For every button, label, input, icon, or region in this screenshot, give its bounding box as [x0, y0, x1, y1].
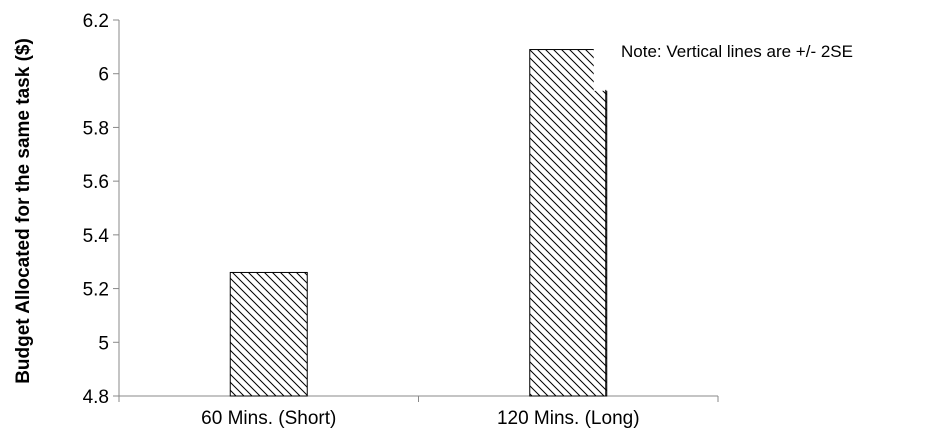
- y-tick-label: 5.6: [83, 172, 109, 193]
- bar: [529, 49, 608, 397]
- error-bars: [593, 48, 608, 396]
- note-annotation: Note: Vertical lines are +/- 2SE: [621, 42, 853, 61]
- y-tick-label: 5.8: [83, 118, 109, 139]
- x-tick-label: 60 Mins. (Short): [201, 408, 336, 429]
- x-axis-ticks: 60 Mins. (Short) 120 Mins. (Long): [118, 396, 719, 429]
- bar-mask: [593, 48, 608, 91]
- bars: [229, 49, 608, 397]
- y-axis-ticks: 4.8 5 5.2 5.4 5.6 5.8 6 6.2: [83, 11, 119, 408]
- y-tick-label: 6.2: [83, 11, 109, 32]
- y-tick-label: 5: [98, 333, 109, 354]
- bar: [229, 271, 308, 397]
- x-tick-label: 120 Mins. (Long): [497, 408, 640, 429]
- y-tick-label: 5.2: [83, 280, 109, 301]
- y-tick-label: 5.4: [83, 226, 110, 247]
- y-tick-label: 4.8: [83, 387, 109, 408]
- y-axis-title: Budget Allocated for the same task ($): [13, 38, 34, 384]
- y-tick-label: 6: [98, 65, 109, 86]
